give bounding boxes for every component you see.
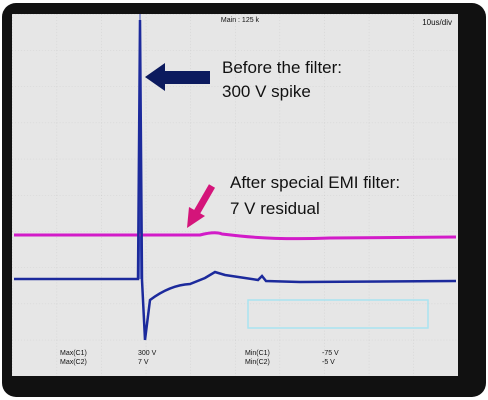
main-label: Main : 125 k <box>221 17 260 24</box>
measurement-text: -75 V <box>322 350 339 357</box>
arrow-shaft <box>193 184 216 214</box>
annotation: After special EMI filter: <box>230 173 400 192</box>
timebase-label: 10us/div <box>422 18 452 27</box>
measurement-text: Min(C2) <box>245 359 270 366</box>
arrow-head <box>187 207 205 228</box>
measurement-text: 300 V <box>138 350 157 357</box>
trace-c1 <box>14 19 457 341</box>
annotation: Before the filter: <box>222 58 342 77</box>
measurement-text: Min(C1) <box>245 350 270 357</box>
grid <box>12 14 458 376</box>
trace-c2 <box>14 231 457 241</box>
measurements: Max(C1) 300 V Min(C1) -75 V Max(C2) 7 V Min(C2… <box>60 350 339 366</box>
annotation: 300 V spike <box>222 82 311 101</box>
measurement-text: Max(C1) <box>60 350 87 357</box>
annotation: 7 V residual <box>230 199 320 218</box>
measurement-text: -5 V <box>322 359 335 366</box>
measurement-text: Max(C2) <box>60 359 87 366</box>
cursor-box <box>247 299 429 329</box>
arrow-left <box>145 63 210 91</box>
measurement-text: 7 V <box>138 359 149 366</box>
